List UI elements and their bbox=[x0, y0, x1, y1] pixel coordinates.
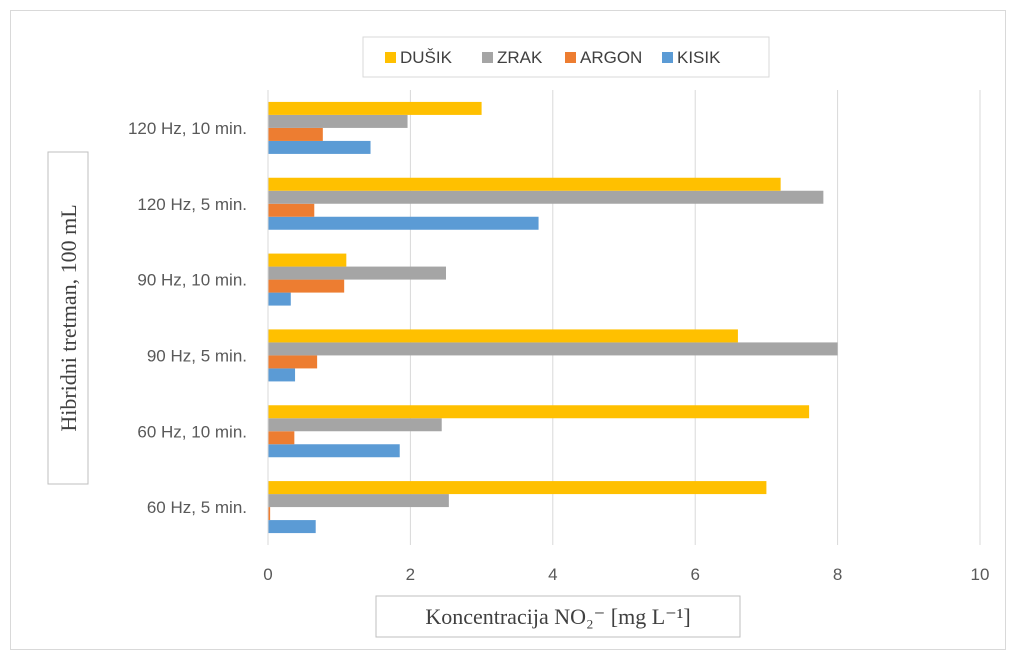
bar-argon bbox=[268, 431, 295, 445]
gridlines bbox=[409, 90, 981, 545]
bar-zrak bbox=[268, 494, 449, 508]
x-axis-title-text: Koncentracija NO₂⁻ [mg L⁻¹] bbox=[425, 604, 690, 629]
x-axis-title-box bbox=[375, 595, 741, 638]
x-tick-label: 8 bbox=[833, 565, 842, 584]
category-label: 120 Hz, 10 min. bbox=[128, 119, 247, 138]
bar-argon bbox=[268, 127, 323, 141]
bar-zrak bbox=[268, 114, 408, 128]
bar-kisik bbox=[268, 520, 316, 534]
category-label: 60 Hz, 10 min. bbox=[137, 422, 247, 441]
bar-dušik bbox=[268, 329, 738, 343]
bar-dušik bbox=[268, 101, 482, 115]
x-tick-label: 6 bbox=[690, 565, 699, 584]
bar-zrak bbox=[268, 418, 442, 432]
bar-zrak bbox=[268, 266, 446, 280]
category-label: 60 Hz, 5 min. bbox=[147, 498, 247, 517]
category-label: 90 Hz, 5 min. bbox=[147, 346, 247, 365]
legend-swatch-zrak bbox=[482, 52, 493, 63]
legend-swatch-argon bbox=[565, 52, 576, 63]
x-tick-label: 10 bbox=[971, 565, 990, 584]
bar-dušik bbox=[268, 253, 347, 267]
y-axis-title-text: Hibridni tretman, 100 mL bbox=[56, 204, 81, 431]
x-axis-title: Koncentracija NO₂⁻ [mg L⁻¹] bbox=[375, 595, 741, 638]
bar-argon bbox=[268, 355, 318, 369]
bar-kisik bbox=[268, 444, 400, 458]
legend-label-dušik: DUŠIK bbox=[400, 48, 453, 67]
bar-dušik bbox=[268, 177, 781, 191]
bar-argon bbox=[268, 203, 315, 217]
y-axis-title-box bbox=[47, 151, 89, 485]
bar-zrak bbox=[268, 342, 838, 356]
x-tick-label: 2 bbox=[406, 565, 415, 584]
category-label: 120 Hz, 5 min. bbox=[137, 195, 247, 214]
x-tick-labels: 0 2 4 6 8 10 bbox=[263, 565, 989, 584]
bar-dušik bbox=[268, 481, 767, 495]
legend-label-zrak: ZRAK bbox=[497, 48, 543, 67]
bar-zrak bbox=[268, 190, 824, 204]
bar-kisik bbox=[268, 140, 371, 154]
bar-dušik bbox=[268, 405, 810, 419]
bar-argon bbox=[268, 507, 271, 521]
category-label: 90 Hz, 10 min. bbox=[137, 271, 247, 290]
legend-label-kisik: KISIK bbox=[677, 48, 721, 67]
bar-kisik bbox=[268, 216, 539, 230]
y-axis-title: Hibridni tretman, 100 mL bbox=[47, 151, 89, 485]
category-labels: 60 Hz, 5 min. 60 Hz, 10 min. 90 Hz, 5 min.… bbox=[128, 119, 247, 517]
legend-label-argon: ARGON bbox=[580, 48, 642, 67]
x-tick-label: 4 bbox=[548, 565, 557, 584]
bar-kisik bbox=[268, 292, 291, 306]
bar-argon bbox=[268, 279, 345, 293]
legend: DUŠIK ZRAK ARGON KISIK bbox=[362, 36, 770, 78]
x-tick-label: 0 bbox=[263, 565, 272, 584]
legend-swatch-kisik bbox=[662, 52, 673, 63]
bar-kisik bbox=[268, 368, 296, 382]
legend-swatch-dušik bbox=[385, 52, 396, 63]
bars bbox=[268, 101, 838, 534]
